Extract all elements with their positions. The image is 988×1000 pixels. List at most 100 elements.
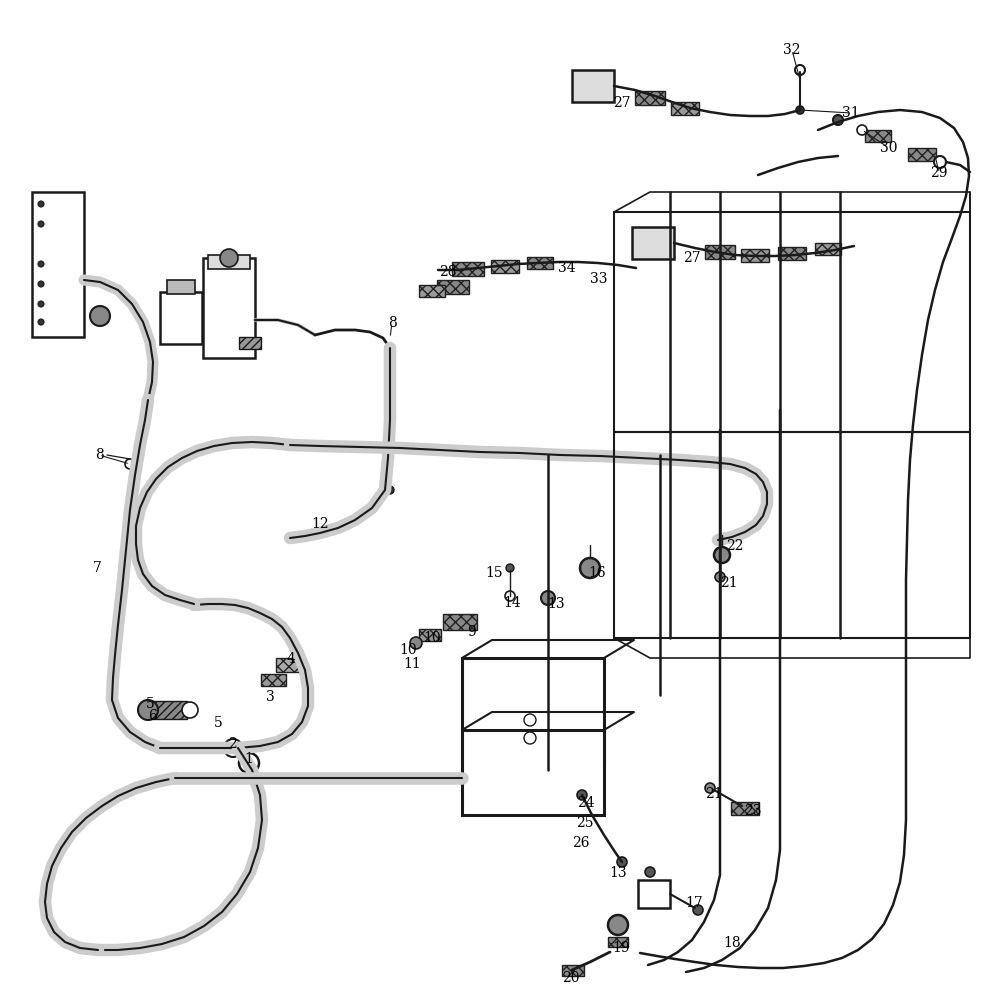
Circle shape [580,558,600,578]
Text: 24: 24 [577,796,595,810]
Bar [208,255,250,269]
Circle shape [617,857,627,867]
Text: 27: 27 [614,96,630,110]
Circle shape [524,714,536,726]
Text: 21: 21 [720,576,738,590]
Circle shape [38,301,44,307]
Bar [239,337,261,349]
Circle shape [90,306,110,326]
Circle shape [220,249,238,267]
Bar [443,614,477,630]
Text: 11: 11 [403,657,421,671]
Bar [608,937,628,947]
Circle shape [705,783,715,793]
Bar [462,658,604,763]
Bar [452,262,484,276]
Bar [632,227,674,259]
Bar [527,257,553,269]
Circle shape [796,106,804,114]
Circle shape [714,547,730,563]
Circle shape [715,572,725,582]
Circle shape [38,201,44,207]
Text: 23: 23 [744,804,762,818]
Bar [276,658,304,672]
Bar [635,91,665,105]
Bar [562,964,584,976]
Bar [731,802,759,814]
Text: 28: 28 [440,265,456,279]
Text: 16: 16 [588,566,606,580]
Bar [572,70,614,102]
Bar [778,246,806,259]
Circle shape [506,564,514,572]
Text: 19: 19 [613,941,629,955]
Circle shape [38,319,44,325]
Text: 20: 20 [562,971,580,985]
Text: 22: 22 [726,539,744,553]
Bar [815,243,841,255]
Circle shape [224,739,242,757]
Bar [160,292,202,344]
Text: 8: 8 [95,448,104,462]
Bar [419,285,445,297]
Text: 10: 10 [423,631,441,645]
Circle shape [541,591,555,605]
Circle shape [182,702,198,718]
Text: 15: 15 [485,566,503,580]
Bar [167,280,195,294]
Text: 21: 21 [705,787,723,801]
Text: 4: 4 [287,652,295,666]
Text: 13: 13 [610,866,626,880]
Text: 18: 18 [723,936,741,950]
Text: 14: 14 [503,596,521,610]
Bar [419,629,441,641]
Text: 12: 12 [311,517,329,531]
Text: 27: 27 [683,251,700,265]
Text: 3: 3 [266,690,275,704]
Text: 32: 32 [783,43,800,57]
Text: 13: 13 [547,597,565,611]
Bar [462,730,604,815]
Text: 29: 29 [931,166,947,180]
Circle shape [505,591,515,601]
Text: 2: 2 [227,737,236,751]
Text: 10: 10 [399,643,417,657]
Circle shape [795,65,805,75]
Text: 9: 9 [466,625,475,639]
Bar [203,258,255,358]
Text: 26: 26 [572,836,590,850]
Bar [437,280,469,294]
Circle shape [386,345,394,353]
Text: 7: 7 [93,561,102,575]
Circle shape [645,867,655,877]
Bar [741,248,769,261]
Circle shape [693,905,703,915]
Circle shape [524,732,536,744]
Circle shape [410,637,422,649]
Circle shape [38,221,44,227]
Text: 5: 5 [145,697,154,711]
Bar [671,102,699,114]
Bar [908,147,936,160]
Circle shape [239,753,259,773]
Circle shape [138,700,158,720]
Text: 5: 5 [213,716,222,730]
Text: 30: 30 [880,141,898,155]
Bar [705,245,735,259]
Text: 34: 34 [558,261,576,275]
Circle shape [608,915,628,935]
Text: 33: 33 [590,272,608,286]
Circle shape [38,281,44,287]
Bar [261,674,286,686]
Bar [865,130,891,142]
Text: 25: 25 [576,816,594,830]
Text: 8: 8 [387,316,396,330]
Circle shape [38,261,44,267]
Circle shape [125,459,135,469]
Bar [32,192,84,337]
Circle shape [833,115,843,125]
Circle shape [577,790,587,800]
Circle shape [857,125,867,135]
Bar [638,880,670,908]
Text: 31: 31 [842,106,860,120]
